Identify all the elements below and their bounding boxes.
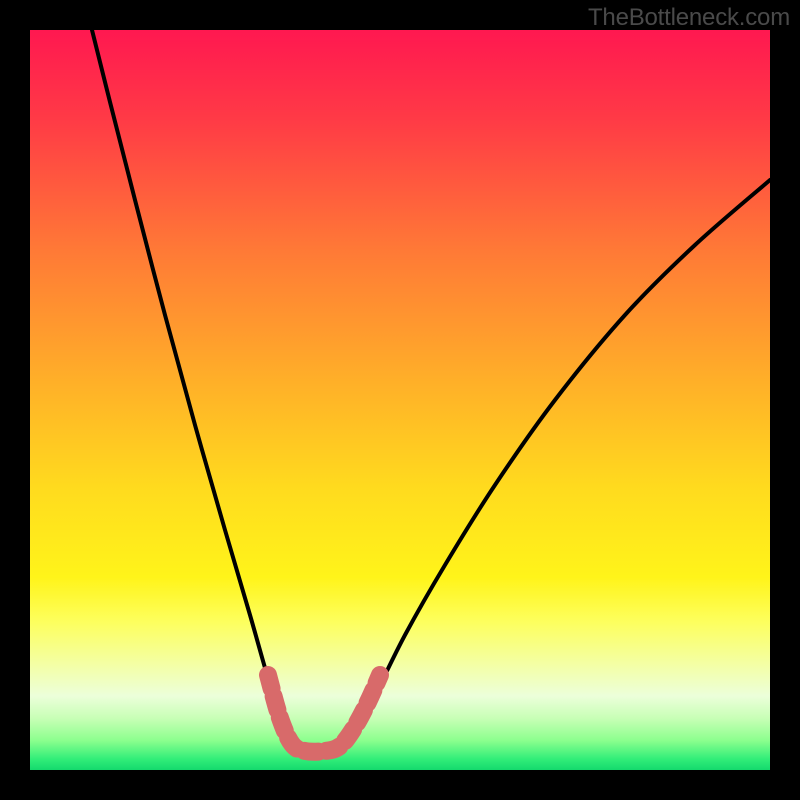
watermark-text: TheBottleneck.com [588,4,790,32]
bottleneck-chart-svg [30,30,770,770]
gradient-background [30,30,770,770]
chart-frame: TheBottleneck.com [0,0,800,800]
plot-area [30,30,770,770]
